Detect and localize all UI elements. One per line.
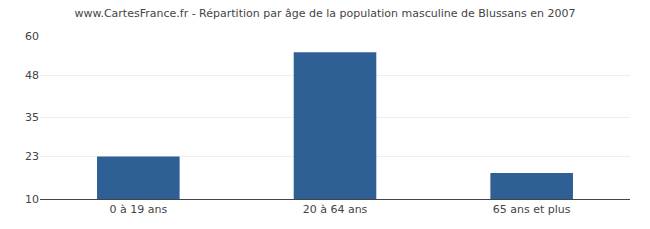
svg-text:0 à 19 ans: 0 à 19 ans (109, 203, 167, 216)
svg-text:48: 48 (25, 69, 39, 82)
svg-text:35: 35 (25, 111, 39, 124)
svg-text:10: 10 (25, 193, 39, 206)
svg-text:60: 60 (25, 30, 39, 43)
svg-text:65 ans et plus: 65 ans et plus (493, 203, 571, 216)
svg-text:20 à 64 ans: 20 à 64 ans (303, 203, 368, 216)
svg-text:www.CartesFrance.fr - Répartit: www.CartesFrance.fr - Répartition par âg… (74, 7, 575, 20)
svg-text:23: 23 (25, 150, 39, 163)
